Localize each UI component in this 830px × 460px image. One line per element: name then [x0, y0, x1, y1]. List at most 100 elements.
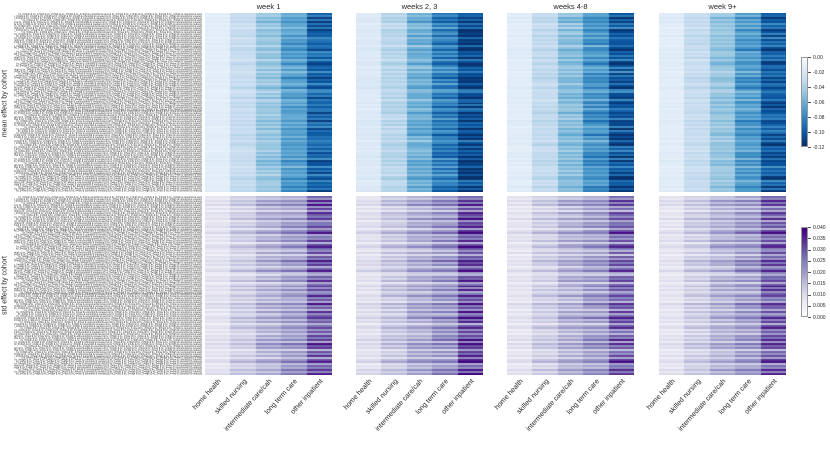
cohort-row-label: hx_0=high & hx_1=high & hx_2=low & hx_3=… — [14, 68, 202, 72]
cohort-row-label: hx_0=high & hx_1=low & hx_2=high & hx_3=… — [14, 215, 202, 219]
cohort-row-label: hx_0=low & hx_1=low & hx_2=high & hx_3=l… — [17, 130, 202, 133]
cohort-row-label: hx_0=low & hx_1=high & hx_2=low & hx_3=l… — [16, 285, 202, 288]
cohort-row-label: hx_0=high & hx_1=high & hx_2=low & hx_3=… — [14, 346, 202, 350]
colorbar-tick-mark — [808, 117, 811, 118]
cohort-row-label: hx_0=high & hx_1=low & hx_2=low & hx_3=h… — [14, 183, 202, 187]
cohort-row-label: hx_0=low & hx_1=low & hx_2=low & hx_3=lo… — [20, 138, 202, 141]
cohort-row-label: hx_0=low & hx_1=high & hx_2=low & hx_3=l… — [14, 134, 202, 137]
cohort-row-labels-mean: hx_0=high & hx_1=high & hx_2=high & hx_3… — [14, 13, 202, 192]
cohort-row-label: hx_0=low & hx_1=high & hx_2=low & hx_3=h… — [16, 54, 202, 58]
cohort-row-label: hx_0=low & hx_1=high & hx_2=low & hx_3=l… — [14, 70, 202, 74]
cohort-row-label: hx_0=high & hx_1=low & hx_2=low & hx_3=h… — [14, 207, 202, 211]
cohort-row-label: hx_0=low & hx_1=high & hx_2=high & hx_3=… — [14, 110, 202, 113]
cohort-row-label: hx_0=high & hx_1=low & hx_2=high & hx_3=… — [22, 96, 202, 99]
cohort-row-label: hx_0=high & hx_1=low & hx_2=low & hx_3=l… — [16, 167, 202, 171]
cohort-row-label: hx_0=low & hx_1=low & hx_2=high & hx_3=l… — [17, 313, 202, 316]
cohort-row-label: hx_0=high & hx_1=low & hx_2=high & hx_3=… — [14, 80, 202, 83]
colorbar-tick-label: -0.08 — [813, 114, 825, 121]
heatmap-std-panel-0 — [205, 196, 332, 375]
cohort-row-label: hx_0=high & hx_1=low & hx_2=high & hx_3=… — [14, 342, 202, 346]
colorbar-tick-mark — [808, 294, 811, 296]
cohort-row-label: hx_0=low & hx_1=low & hx_2=high & hx_3=h… — [22, 18, 202, 22]
cohort-row-label: hx_0=high & hx_1=high & hx_2=high & hx_3… — [14, 140, 202, 143]
panel-title-weeks-4-8: weeks 4-8 — [553, 2, 588, 11]
cohort-row-label: hx_0=high & hx_1=low & hx_2=low & hx_3=l… — [14, 136, 202, 139]
cohort-row-label: hx_0=low & hx_1=high & hx_2=high & hx_3=… — [20, 78, 202, 81]
cohort-row-label: hx_0=high & hx_1=low & hx_2=high & hx_3=… — [14, 295, 202, 298]
cohort-row-label: hx_0=low & hx_1=high & hx_2=high & hx_3=… — [14, 157, 202, 161]
cohort-row-label: hx_0=high & hx_1=high & hx_2=low & hx_3=… — [14, 20, 202, 24]
cohort-row-label: hx_0=low & hx_1=high & hx_2=high & hx_3=… — [14, 324, 202, 328]
cohort-row-label: hx_0=high & hx_1=high & hx_2=high & hx_3… — [14, 28, 202, 32]
colorbar-tick-mark — [808, 102, 811, 103]
cohort-row-label: hx_0=low & hx_1=low & hx_2=low & hx_3=hi… — [14, 58, 202, 62]
cohort-row-label: hx_0=low & hx_1=high & hx_2=low & hx_3=h… — [14, 205, 202, 209]
cohort-row-label: hx_0=high & hx_1=high & hx_2=high & hx_3… — [14, 354, 202, 358]
cohort-row-label: hx_0=low & hx_1=low & hx_2=high & hx_3=h… — [24, 114, 202, 117]
cohort-row-label: hx_0=high & hx_1=low & hx_2=high & hx_3=… — [14, 112, 202, 115]
colorbar-tick-mark — [808, 147, 811, 148]
cohort-row-label: hx_0=low & hx_1=high & hx_2=high & hx_3=… — [14, 46, 202, 50]
cohort-row-label: hx_0=high & hx_1=high & hx_2=low & hx_3=… — [16, 132, 202, 135]
cohort-row-label: hx_0=low & hx_1=high & hx_2=high & hx_3=… — [14, 141, 202, 145]
cohort-row-label: hx_0=high & hx_1=high & hx_2=high & hx_3… — [14, 211, 202, 215]
cohort-row-label: hx_0=low & hx_1=low & hx_2=high & hx_3=l… — [24, 161, 202, 165]
cohort-row-label: hx_0=low & hx_1=high & hx_2=low & hx_3=h… — [14, 118, 202, 121]
cohort-row-label: hx_0=low & hx_1=low & hx_2=high & hx_3=l… — [15, 34, 202, 38]
panel-title-week-1: week 1 — [256, 2, 281, 11]
cohort-row-label: hx_0=high & hx_1=low & hx_2=high & hx_3=… — [22, 231, 202, 235]
colorbar-tick-label: -0.06 — [813, 99, 825, 106]
cohort-row-label: hx_0=high & hx_1=high & hx_2=low & hx_3=… — [14, 219, 202, 223]
colorbar-tick-label: 0.035 — [813, 235, 826, 242]
heatmap-std-panel-2 — [507, 196, 634, 375]
cohort-row-labels-std: hx_0=high & hx_1=high & hx_2=high & hx_3… — [14, 196, 202, 375]
cohort-row-label: hx_0=low & hx_1=low & hx_2=low & hx_3=lo… — [20, 321, 202, 324]
cohort-row-label: hx_0=high & hx_1=low & hx_2=low & hx_3=h… — [16, 120, 202, 123]
cohort-row-label: hx_0=low & hx_1=low & hx_2=high & hx_3=l… — [26, 249, 202, 253]
cohort-row-label: hx_0=low & hx_1=low & hx_2=low & hx_3=hi… — [14, 305, 202, 308]
cohort-row-label: hx_0=high & hx_1=low & hx_2=low & hx_3=h… — [14, 334, 202, 338]
cohort-row-label: hx_0=low & hx_1=low & hx_2=low & hx_3=hi… — [18, 368, 202, 372]
cohort-row-label: hx_0=high & hx_1=low & hx_2=low & hx_3=l… — [16, 350, 202, 354]
cohort-row-label: hx_0=high & hx_1=low & hx_2=low & hx_3=h… — [14, 88, 202, 91]
cohort-row-label: hx_0=high & hx_1=high & hx_2=high & hx_3… — [14, 187, 202, 191]
cohort-row-label: hx_0=low & hx_1=high & hx_2=high & hx_3=… — [16, 245, 202, 249]
cohort-row-label: hx_0=high & hx_1=low & hx_2=high & hx_3=… — [22, 48, 202, 52]
cohort-row-label: hx_0=high & hx_1=high & hx_2=low & hx_3=… — [14, 147, 202, 151]
cohort-row-label: hx_0=low & hx_1=high & hx_2=low & hx_3=h… — [14, 22, 202, 26]
colorbar-tick-mark — [808, 57, 811, 58]
cohort-row-label: hx_0=low & hx_1=high & hx_2=high & hx_3=… — [24, 126, 202, 129]
cohort-row-label: hx_0=high & hx_1=low & hx_2=high & hx_3=… — [14, 32, 202, 36]
cohort-row-label: hx_0=high & hx_1=high & hx_2=low & hx_3=… — [14, 179, 202, 183]
cohort-row-label: hx_0=low & hx_1=low & hx_2=low & hx_3=hi… — [14, 122, 202, 125]
cohort-row-label: hx_0=low & hx_1=high & hx_2=low & hx_3=h… — [14, 364, 202, 368]
cohort-row-label: hx_0=low & hx_1=high & hx_2=high & hx_3=… — [15, 189, 202, 192]
y-axis-label-mean: mean effect by cohort — [1, 69, 9, 138]
cohort-row-label: hx_0=high & hx_1=high & hx_2=high & hx_3… — [14, 275, 202, 278]
cohort-row-label: hx_0=high & hx_1=low & hx_2=high & hx_3=… — [15, 64, 202, 68]
colorbar-std — [801, 227, 808, 317]
colorbar-tick-label: 0.010 — [813, 292, 826, 298]
cohort-row-label: hx_0=low & hx_1=high & hx_2=low & hx_3=h… — [14, 149, 202, 153]
cohort-row-label: hx_0=high & hx_1=high & hx_2=high & hx_3… — [18, 13, 202, 16]
cohort-row-label: hx_0=low & hx_1=low & hx_2=low & hx_3=hi… — [16, 90, 202, 93]
panel-title-week-9plus: week 9+ — [708, 2, 737, 11]
cohort-row-label: hx_0=high & hx_1=high & hx_2=high & hx_3… — [14, 92, 202, 95]
cohort-row-label: hx_0=low & hx_1=low & hx_2=low & hx_3=lo… — [14, 74, 202, 78]
cohort-row-label: hx_0=low & hx_1=low & hx_2=low & hx_3=hi… — [14, 209, 202, 213]
colorbar-tick-mark — [808, 305, 811, 307]
colorbar-tick-label: -0.02 — [813, 69, 825, 76]
x-tick-label-other-inpatient: other inpatient — [743, 378, 779, 416]
cohort-row-label: hx_0=high & hx_1=high & hx_2=high & hx_3… — [14, 227, 202, 231]
cohort-row-label: hx_0=low & hx_1=low & hx_2=low & hx_3=hi… — [16, 273, 202, 276]
cohort-row-label: hx_0=high & hx_1=high & hx_2=high & hx_3… — [20, 291, 202, 294]
cohort-row-label: hx_0=low & hx_1=low & hx_2=low & hx_3=hi… — [14, 26, 202, 30]
cohort-row-label: hx_0=low & hx_1=high & hx_2=high & hx_3=… — [14, 277, 202, 280]
cohort-row-label: hx_0=high & hx_1=high & hx_2=high & hx_3… — [14, 307, 202, 310]
heatmap-mean-panel-2 — [507, 13, 634, 192]
cohort-row-label: hx_0=high & hx_1=high & hx_2=high & hx_3… — [22, 60, 202, 64]
cohort-row-label: hx_0=high & hx_1=high & hx_2=high & hx_3… — [18, 196, 202, 199]
cohort-row-label: hx_0=low & hx_1=high & hx_2=high & hx_3=… — [16, 62, 202, 66]
cohort-row-label: hx_0=low & hx_1=low & hx_2=high & hx_3=l… — [24, 344, 202, 348]
